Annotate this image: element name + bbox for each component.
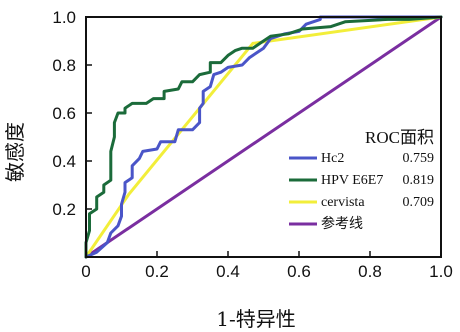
y-tick-label: 0.2	[52, 200, 76, 219]
series-line-4	[84, 15, 443, 259]
x-tick-label: 0.4	[216, 262, 240, 281]
legend-items: Hc2 0.759 HPV E6E7 0.819 cervista 0.709 参考线	[289, 151, 434, 232]
plot-frame	[85, 16, 442, 258]
legend: ROC面积 Hc2 0.759 HPV E6E7 0.819 cervista 0.709…	[289, 128, 434, 232]
x-axis-ticks: 0 0.2 0.4 0.6 0.8 1.0	[81, 251, 453, 281]
legend-auc-value: 0.819	[403, 173, 435, 188]
x-tick-label: 0.6	[287, 262, 311, 281]
y-tick-label: 0.8	[52, 56, 76, 75]
y-tick-label: 0.6	[52, 104, 76, 123]
y-tick-label: 1.0	[52, 8, 76, 27]
x-axis-title: 1-特异性	[216, 307, 295, 331]
legend-auc-value: 0.759	[403, 151, 435, 166]
legend-title: ROC面积	[365, 128, 434, 147]
series-line-3	[84, 15, 443, 259]
y-axis-title: 敏感度	[3, 122, 27, 182]
x-tick-label: 1.0	[429, 262, 453, 281]
x-tick-label: 0	[81, 262, 90, 281]
legend-series-name: cervista	[321, 195, 365, 210]
series-line-1	[84, 15, 443, 259]
legend-series-name: HPV E6E7	[321, 173, 383, 188]
legend-series-name: Hc2	[321, 151, 344, 166]
plot-lines	[84, 15, 443, 259]
y-axis-ticks: 0.2 0.4 0.6 0.8 1.0	[52, 8, 92, 219]
x-tick-label: 0.8	[358, 262, 382, 281]
x-tick-label: 0.2	[145, 262, 169, 281]
series-line-2	[84, 15, 443, 259]
legend-auc-value: 0.709	[403, 195, 435, 210]
legend-series-name: 参考线	[321, 215, 363, 232]
y-tick-label: 0.4	[52, 152, 76, 171]
